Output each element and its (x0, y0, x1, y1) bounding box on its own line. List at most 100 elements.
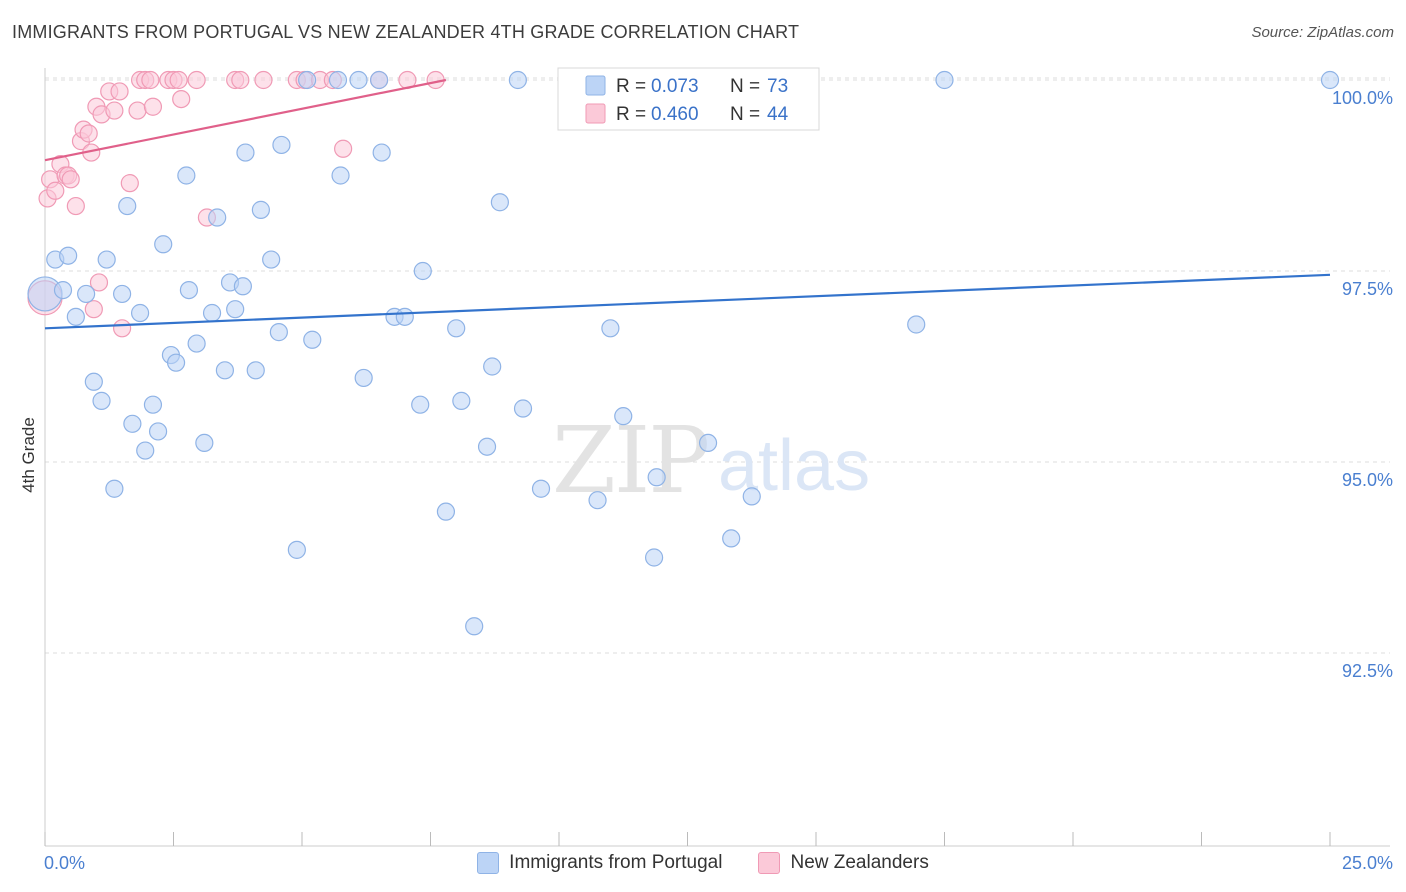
new-zealanders-point (254, 70, 273, 90)
y-axis-label: 4th Grade (19, 417, 38, 493)
x-tick-label-max: 25.0% (1342, 853, 1393, 873)
new-zealanders-point (112, 319, 132, 338)
legend-swatch-portugal (477, 852, 500, 874)
new-zealanders-point (141, 70, 160, 90)
x-tick-labels: 0.0% 25.0% (44, 832, 1393, 873)
watermark-zip: ZIP (552, 407, 708, 514)
legend-item-portugal: Immigrants from Portugal (477, 852, 722, 874)
portugal-point (287, 540, 306, 559)
portugal-point (477, 437, 497, 456)
portugal-point (236, 143, 255, 162)
portugal-point (722, 529, 741, 548)
portugal-point (935, 70, 954, 90)
legend-pink-n-label: N = (730, 104, 760, 125)
portugal-point (215, 361, 234, 380)
y-tick-label: 97.5% (1342, 279, 1393, 299)
portugal-point (483, 357, 502, 376)
portugal-point (92, 391, 111, 410)
new-zealanders-point (84, 300, 103, 319)
portugal-point (262, 250, 281, 269)
legend-label-portugal: Immigrants from Portugal (509, 852, 723, 873)
chart-title: IMMIGRANTS FROM PORTUGAL VS NEW ZEALANDE… (12, 22, 800, 42)
portugal-point (269, 323, 288, 342)
legend-swatch-new-zealanders (758, 852, 781, 874)
new-zealanders-point (120, 174, 139, 193)
portugal-point (154, 235, 173, 254)
y-tick-labels: 92.5% 95.0% 97.5% 100.0% (1332, 88, 1393, 681)
portugal-point (644, 548, 664, 567)
portugal-point (614, 407, 633, 426)
new-zealanders-point (187, 70, 206, 90)
stats-legend: R = 0.073 N = 73 R = 0.460 N = 44 (557, 67, 820, 131)
portugal-point (59, 246, 78, 265)
new-zealanders-point (61, 170, 80, 189)
y-tick-label: 95.0% (1342, 470, 1393, 490)
portugal-point (349, 70, 368, 90)
x-tick-label-min: 0.0% (44, 853, 85, 873)
portugal-point (447, 319, 466, 338)
portugal-point (395, 307, 414, 326)
svg-text:R = 0.073 N =: R = 0.073 N = 73 (616, 76, 788, 97)
portugal-point (436, 502, 456, 521)
portugal-point (53, 281, 73, 300)
portugal-point (123, 414, 142, 433)
portugal-point (148, 422, 168, 441)
portugal-point (531, 479, 551, 498)
portugal-point (208, 208, 227, 227)
trend-line-new-zealanders (44, 78, 447, 162)
legend-pink-r-value: 0.460 (651, 104, 699, 125)
portugal-point (251, 200, 270, 219)
legend-pink-r-label: R = (616, 104, 646, 125)
portugal-point (411, 395, 430, 414)
portugal-point (452, 391, 471, 410)
portugal-point (179, 281, 199, 300)
series-immigrants-from-portugal (27, 70, 1340, 636)
portugal-point (66, 307, 85, 326)
legend-swatch-pink (585, 103, 606, 124)
portugal-point (226, 300, 245, 319)
watermark: ZIP atlas (552, 407, 870, 514)
new-zealanders-point (231, 70, 250, 90)
portugal-point (202, 303, 222, 323)
portugal-point (328, 70, 348, 90)
legend-blue-r-value: 0.073 (651, 76, 699, 97)
legend-blue-n-value: 73 (767, 76, 788, 97)
portugal-point (490, 193, 509, 212)
portugal-point (187, 334, 206, 353)
portugal-point (143, 395, 163, 414)
legend-blue-n-label: N = (730, 76, 760, 97)
new-zealanders-point (172, 89, 191, 109)
legend-pink-n-value: 44 (767, 104, 789, 125)
portugal-point (647, 468, 666, 487)
portugal-point (465, 617, 484, 636)
portugal-point (246, 361, 265, 380)
new-zealanders-point (143, 97, 163, 116)
portugal-point (354, 368, 373, 388)
portugal-point (130, 303, 150, 323)
portugal-point (698, 433, 718, 452)
portugal-point (298, 70, 317, 90)
portugal-point (303, 330, 322, 349)
bottom-legend: Immigrants from Portugal New Zealanders (0, 852, 1406, 874)
legend-swatch-blue (585, 75, 606, 96)
portugal-point (177, 166, 196, 185)
svg-text:R = 0.460 N =: R = 0.460 N = 44 (616, 104, 789, 125)
new-zealanders-point (89, 273, 109, 292)
legend-label-new-zealanders: New Zealanders (790, 852, 929, 873)
portugal-point (97, 250, 116, 269)
portugal-point (112, 284, 132, 304)
new-zealanders-point (105, 101, 124, 120)
y-tick-label: 100.0% (1332, 88, 1393, 108)
y-tick-label: 92.5% (1342, 661, 1393, 681)
legend-blue-r-label: R = (616, 76, 646, 97)
portugal-point (84, 372, 103, 391)
portugal-point (166, 353, 186, 372)
new-zealanders-point (46, 181, 65, 200)
portugal-point (742, 487, 761, 506)
portugal-point (508, 70, 527, 90)
watermark-atlas: atlas (718, 426, 870, 506)
portugal-point (907, 315, 926, 334)
portugal-point (370, 70, 389, 90)
trend-line-portugal (44, 273, 1331, 330)
